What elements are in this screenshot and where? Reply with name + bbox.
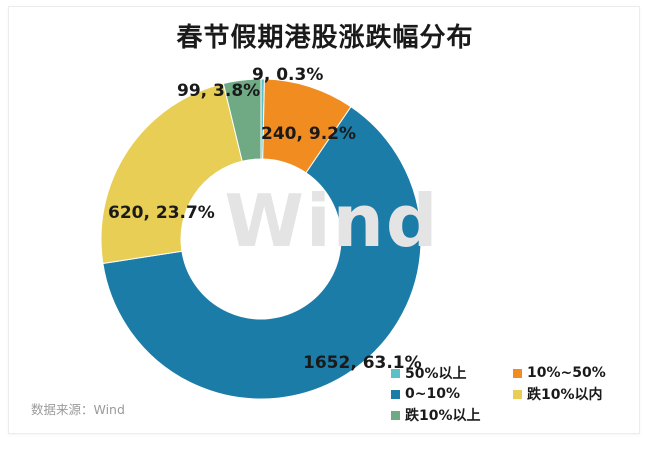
- legend-item-down-over-10[interactable]: 跌10%以上: [391, 405, 511, 425]
- legend-label: 0~10%: [405, 386, 460, 402]
- donut-slice-group: [100, 78, 422, 400]
- legend-label: 50%以上: [405, 366, 467, 382]
- legend-swatch-icon: [391, 389, 400, 399]
- legend-item-10-to-50[interactable]: 10%~50%: [513, 363, 633, 383]
- pie-slice[interactable]: [222, 78, 262, 162]
- pie-slice[interactable]: [102, 105, 422, 400]
- donut-chart-svg: [100, 78, 422, 400]
- pie-data-label: 9, 0.3%: [252, 65, 324, 85]
- legend-label: 跌10%以内: [527, 387, 603, 403]
- pie-slice[interactable]: [100, 82, 243, 265]
- legend-item-down-within-10[interactable]: 跌10%以内: [513, 384, 633, 404]
- donut-chart[interactable]: [91, 69, 431, 409]
- legend-swatch-icon: [513, 368, 522, 378]
- legend-swatch-icon: [391, 368, 400, 378]
- legend-swatch-icon: [391, 410, 400, 420]
- pie-data-label: 240, 9.2%: [261, 124, 357, 144]
- pie-data-label: 620, 23.7%: [108, 203, 215, 223]
- legend-column-right: 10%~50% 跌10%以内: [513, 363, 633, 405]
- legend-swatch-icon: [513, 389, 522, 399]
- source-note: 数据来源：Wind: [31, 402, 125, 417]
- pie-data-label: 99, 3.8%: [177, 81, 261, 101]
- chart-card: 春节假期港股涨跌幅分布 Wind 9, 0.3% 99, 3.8% 240, 9…: [8, 6, 640, 434]
- legend-label: 跌10%以上: [405, 408, 481, 424]
- legend-item-above-50[interactable]: 50%以上: [391, 363, 511, 383]
- pie-data-label: 1652, 63.1%: [303, 353, 422, 373]
- legend-item-0-to-10[interactable]: 0~10%: [391, 384, 511, 404]
- legend-column-left: 50%以上 0~10% 跌10%以上: [391, 363, 511, 426]
- chart-title: 春节假期港股涨跌幅分布: [176, 23, 474, 53]
- legend-label: 10%~50%: [527, 365, 606, 381]
